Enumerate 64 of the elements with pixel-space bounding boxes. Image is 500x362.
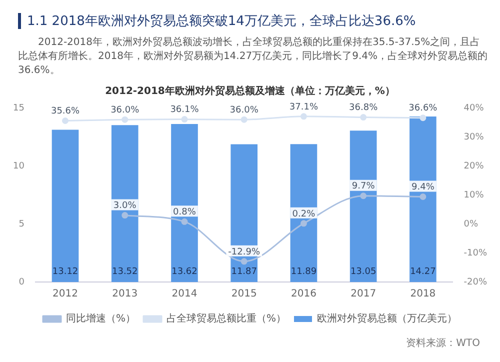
data-label: 14.27 (410, 266, 436, 277)
data-label: 13.52 (112, 266, 138, 277)
text: 资料来源：WTO (406, 336, 480, 350)
bar (171, 124, 198, 282)
data-label: 13.12 (52, 266, 78, 277)
point (62, 118, 69, 124)
chart-subtitle: 2012-2018年，欧洲对外贸易总额波动增长，占全球贸易总额的比重保持在35.5-37.5%之间，且占比总体有所增长。2018年，欧洲对外贸易额为14.27万亿美元，同比增长了9.4%，占全球对外贸易总额的36.6%。 (18, 36, 488, 78)
y-tick-label: 10 (13, 161, 25, 172)
data-label: -12.9% (228, 247, 260, 258)
y-tick-label: 15 (13, 103, 24, 114)
data-label: 9.7% (352, 182, 376, 192)
point (420, 114, 426, 122)
y-tick-label: 0 (18, 277, 25, 288)
y2-tick-label: 10% (464, 190, 484, 200)
data-label: 11.87 (231, 266, 257, 277)
point (240, 258, 248, 265)
x-tick-label: 2013 (112, 288, 138, 300)
bar (52, 130, 79, 282)
x-tick-label: 2014 (172, 288, 198, 300)
point (240, 116, 248, 123)
point (420, 193, 426, 200)
point (122, 116, 128, 123)
data-label: 0.8% (173, 208, 196, 218)
point (360, 114, 367, 121)
data-label: 3.0% (113, 201, 137, 212)
bar (410, 116, 436, 282)
x-tick-label: 2012 (52, 288, 78, 300)
y-tick-label: 5 (18, 219, 24, 230)
y2-tick-label: -10% (464, 248, 488, 258)
data-label: 36.1% (170, 105, 200, 116)
x-tick-label: 2017 (350, 288, 376, 300)
data-label: 11.89 (290, 266, 317, 277)
y2-tick-label: -20% (464, 277, 488, 288)
x-tick-label: 2016 (290, 288, 316, 300)
data-label: 36.0% (230, 105, 259, 116)
data-label: 36.6% (408, 104, 438, 114)
bar (350, 130, 377, 282)
data-label: 36.8% (349, 103, 378, 114)
point (360, 192, 367, 200)
data-label: 37.1% (289, 102, 318, 112)
legend-label: 占全球贸易总额比重（%） (166, 312, 286, 325)
data-label: 13.62 (172, 266, 198, 277)
data-label: 13.05 (350, 266, 376, 277)
legend-label: 同比增速（%） (66, 312, 136, 325)
data-label: 9.4% (412, 182, 435, 193)
point (122, 212, 128, 219)
chart-title: 1.1 2018年欧洲对外贸易总额突破14万亿美元，全球占比达36.6% (27, 13, 416, 30)
data-label: 0.2% (292, 209, 316, 220)
bar (111, 125, 138, 282)
point (300, 220, 307, 227)
y2-tick-label: 0% (464, 219, 478, 230)
point (181, 116, 188, 123)
x-tick-label: 2018 (410, 288, 436, 300)
data-label: 35.6% (50, 106, 80, 117)
point (181, 218, 188, 225)
data-label: 36.0% (110, 105, 140, 116)
y2-tick-label: 30% (464, 132, 484, 142)
y2-tick-label: 40% (464, 103, 484, 114)
x-tick-label: 2015 (231, 288, 257, 300)
legend-label: 欧洲对外贸易总额（万亿美元） (317, 312, 457, 325)
y2-tick-label: 20% (464, 161, 484, 172)
point (300, 113, 307, 120)
bar (290, 144, 318, 282)
text: 2012-2018年欧洲对外贸易总额及增速（单位：万亿美元，%） (104, 84, 396, 98)
